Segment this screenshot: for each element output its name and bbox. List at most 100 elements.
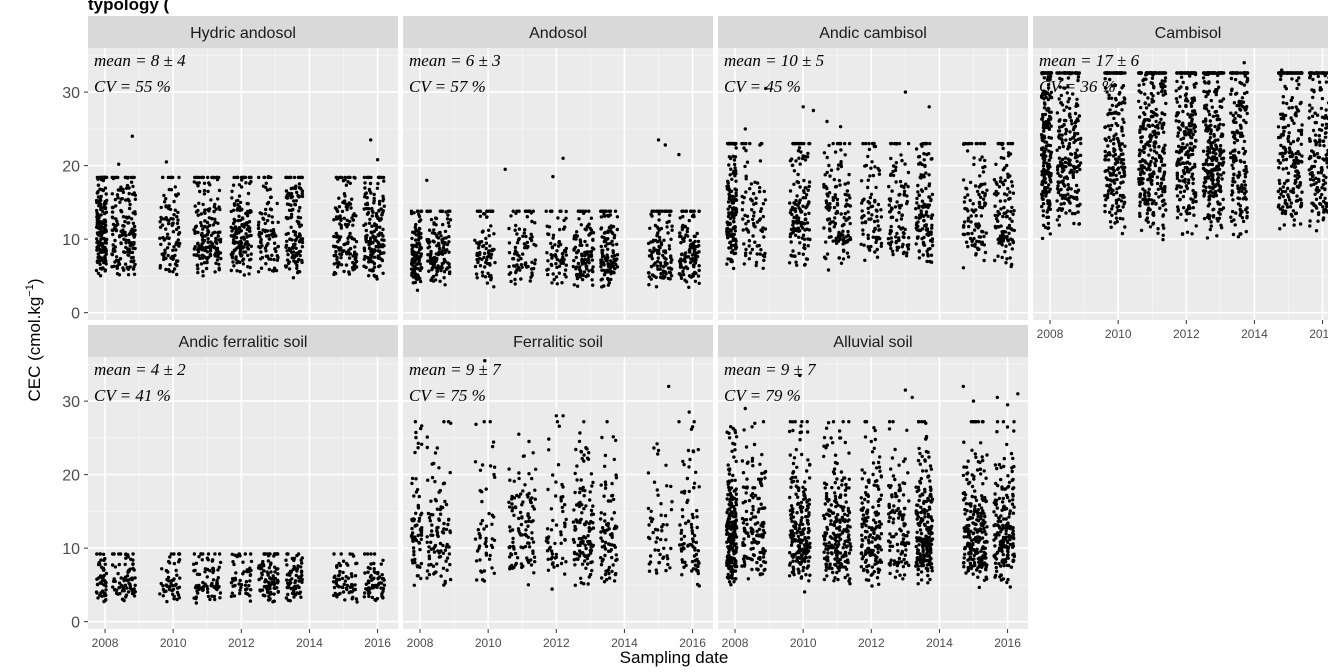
data-point <box>1117 92 1121 96</box>
data-point <box>1010 205 1014 210</box>
data-point <box>121 224 125 228</box>
data-point <box>887 241 891 245</box>
data-point <box>289 216 293 220</box>
data-point <box>1157 166 1162 170</box>
data-point <box>730 206 735 211</box>
data-point <box>433 231 437 236</box>
data-point <box>269 195 273 199</box>
data-point <box>745 160 750 164</box>
data-point <box>1061 166 1065 171</box>
data-point <box>100 266 105 270</box>
data-point <box>275 254 279 258</box>
data-point <box>294 237 298 242</box>
data-point <box>968 180 973 185</box>
data-point <box>614 262 618 267</box>
data-point <box>1138 195 1142 199</box>
data-point <box>1212 207 1216 211</box>
data-point <box>1148 71 1153 75</box>
data-point <box>376 245 380 249</box>
data-point <box>1116 204 1121 208</box>
data-point <box>1138 71 1143 75</box>
data-point <box>295 263 299 268</box>
data-point <box>657 252 661 256</box>
data-point <box>196 184 200 188</box>
data-point <box>101 258 105 263</box>
facet-strip-label: Andosol <box>529 25 587 42</box>
data-point <box>419 235 423 240</box>
data-point <box>521 252 525 256</box>
data-point <box>349 235 353 239</box>
data-point <box>1204 179 1208 184</box>
data-point <box>828 222 832 226</box>
data-point <box>1043 157 1047 162</box>
data-point <box>803 186 807 190</box>
data-point <box>1007 223 1012 228</box>
data-point <box>193 204 197 208</box>
data-point <box>846 229 850 234</box>
data-point <box>788 189 793 193</box>
data-point <box>234 235 238 240</box>
data-point <box>273 247 277 251</box>
data-point <box>1063 132 1068 136</box>
data-point <box>1208 132 1213 136</box>
data-point <box>553 253 557 257</box>
data-point <box>668 213 672 217</box>
data-point <box>743 164 747 169</box>
data-point <box>103 175 108 180</box>
cv-annotation: CV = 57 % <box>409 77 486 96</box>
data-point <box>917 193 921 197</box>
data-point <box>603 209 608 213</box>
data-point <box>1109 186 1113 191</box>
data-point <box>1178 190 1183 194</box>
data-point <box>591 231 596 235</box>
data-point <box>1068 152 1073 156</box>
data-point <box>657 228 661 232</box>
data-point <box>1190 113 1195 117</box>
data-point <box>1066 157 1070 161</box>
data-point <box>1194 81 1198 86</box>
data-point <box>1113 96 1118 101</box>
data-point <box>173 193 178 197</box>
data-point <box>245 245 249 249</box>
data-point <box>1215 147 1219 151</box>
data-point <box>731 248 735 253</box>
data-point <box>440 266 444 270</box>
data-point <box>352 237 356 241</box>
data-point <box>300 189 305 193</box>
data-point <box>419 252 423 256</box>
data-point <box>1071 173 1075 177</box>
data-point <box>664 257 668 261</box>
data-point <box>1141 187 1145 191</box>
data-point <box>289 191 294 196</box>
data-point <box>975 141 979 146</box>
data-point <box>1137 148 1142 152</box>
data-point <box>442 270 447 274</box>
data-point <box>583 239 587 244</box>
data-point <box>978 158 982 162</box>
data-point <box>409 267 414 271</box>
data-point <box>1068 209 1072 213</box>
data-point <box>1042 151 1046 156</box>
data-point <box>790 205 795 210</box>
data-point <box>415 241 419 246</box>
data-point <box>104 192 108 196</box>
data-point <box>1161 237 1165 242</box>
data-point <box>893 205 898 209</box>
data-point <box>996 209 1000 214</box>
data-point <box>690 253 695 257</box>
data-point <box>1011 240 1016 245</box>
data-point <box>118 257 123 261</box>
data-point <box>521 234 525 238</box>
data-point <box>1161 190 1165 194</box>
data-point <box>872 229 876 234</box>
data-point <box>752 224 756 228</box>
data-point <box>127 186 131 190</box>
data-point <box>1137 115 1142 119</box>
data-point <box>1207 197 1212 201</box>
data-point <box>843 211 847 216</box>
data-point <box>1217 161 1221 166</box>
data-point <box>239 242 243 247</box>
data-point <box>1042 97 1046 101</box>
data-point <box>342 216 346 220</box>
data-point <box>237 214 241 218</box>
